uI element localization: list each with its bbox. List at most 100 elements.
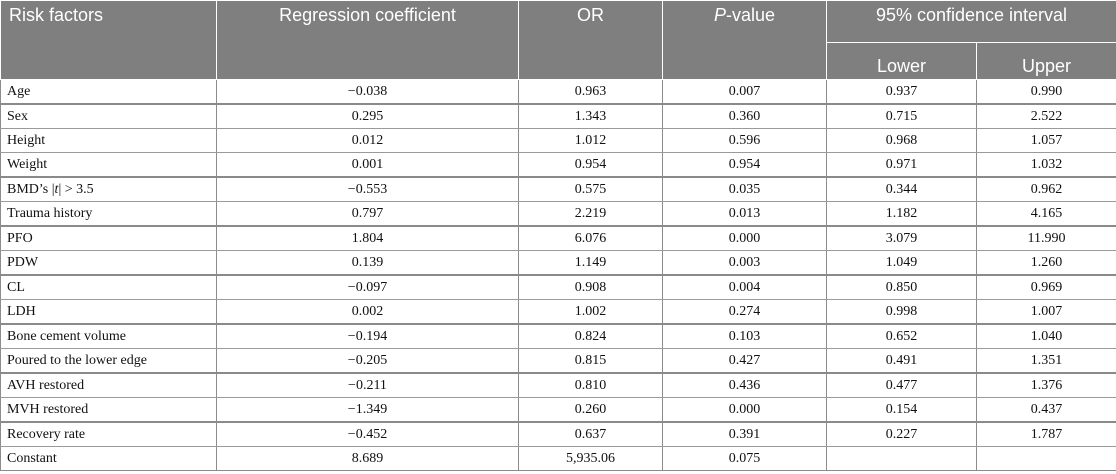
cell-or: 0.908 bbox=[518, 275, 663, 300]
cell-p-value: 0.596 bbox=[662, 128, 827, 153]
cell-ci-lower: 0.154 bbox=[826, 397, 977, 423]
cell-ci-upper: 0.962 bbox=[976, 177, 1116, 202]
cell-ci-upper: 2.522 bbox=[976, 104, 1116, 129]
cell-ci-upper: 1.351 bbox=[976, 348, 1116, 374]
cell-ci-upper: 1.787 bbox=[976, 422, 1116, 447]
cell-ci-lower: 1.182 bbox=[826, 201, 977, 227]
cell-or: 0.810 bbox=[518, 373, 663, 398]
cell-regression-coefficient: 8.689 bbox=[216, 446, 519, 471]
table-body: Age −0.038 0.963 0.007 0.937 0.990 Sex 0.295 1.3… bbox=[0, 79, 1116, 471]
cell-risk-factor: Age bbox=[0, 79, 217, 105]
cell-or: 0.824 bbox=[518, 324, 663, 349]
header-p-letter: P bbox=[713, 5, 726, 25]
table-row: BMD’s |t| > 3.5 −0.553 0.575 0.035 0.344 0.96… bbox=[0, 177, 1116, 202]
cell-ci-lower: 0.715 bbox=[826, 104, 977, 129]
cell-risk-factor: AVH restored bbox=[0, 373, 217, 398]
cell-p-value: 0.035 bbox=[662, 177, 827, 202]
cell-or: 5,935.06 bbox=[518, 446, 663, 471]
header-regression-coefficient: Regression coefficient bbox=[216, 0, 519, 80]
header-upper: Upper bbox=[976, 42, 1116, 80]
cell-p-value: 0.000 bbox=[662, 397, 827, 423]
cell-p-value: 0.427 bbox=[662, 348, 827, 374]
cell-ci-lower: 0.491 bbox=[826, 348, 977, 374]
cell-ci-lower: 0.971 bbox=[826, 152, 977, 178]
cell-ci-lower: 0.937 bbox=[826, 79, 977, 105]
cell-ci-upper: 1.057 bbox=[976, 128, 1116, 153]
table-row: PFO 1.804 6.076 0.000 3.079 11.990 bbox=[0, 226, 1116, 251]
cell-regression-coefficient: −0.452 bbox=[216, 422, 519, 447]
cell-risk-factor: CL bbox=[0, 275, 217, 300]
cell-ci-lower bbox=[826, 446, 977, 471]
cell-ci-lower: 0.998 bbox=[826, 299, 977, 325]
cell-or: 0.575 bbox=[518, 177, 663, 202]
header-or: OR bbox=[518, 0, 663, 80]
cell-regression-coefficient: −0.205 bbox=[216, 348, 519, 374]
table-row: Height 0.012 1.012 0.596 0.968 1.057 bbox=[0, 128, 1116, 153]
cell-p-value: 0.013 bbox=[662, 201, 827, 227]
cell-or: 1.149 bbox=[518, 250, 663, 276]
table-row: AVH restored −0.211 0.810 0.436 0.477 1.376 bbox=[0, 373, 1116, 398]
table-row: Bone cement volume −0.194 0.824 0.103 0.652 1… bbox=[0, 324, 1116, 349]
cell-regression-coefficient: 0.012 bbox=[216, 128, 519, 153]
cell-risk-factor: Height bbox=[0, 128, 217, 153]
header-p-value: P-value bbox=[662, 0, 827, 80]
cell-regression-coefficient: 0.797 bbox=[216, 201, 519, 227]
cell-risk-factor: Sex bbox=[0, 104, 217, 129]
header-confidence-interval: 95% confidence interval bbox=[826, 0, 1116, 43]
cell-ci-upper: 1.376 bbox=[976, 373, 1116, 398]
cell-p-value: 0.007 bbox=[662, 79, 827, 105]
table-row: Sex 0.295 1.343 0.360 0.715 2.522 bbox=[0, 104, 1116, 129]
table-row: Constant 8.689 5,935.06 0.075 bbox=[0, 446, 1116, 471]
cell-risk-factor: Bone cement volume bbox=[0, 324, 217, 349]
cell-risk-factor: Weight bbox=[0, 152, 217, 178]
table-row: LDH 0.002 1.002 0.274 0.998 1.007 bbox=[0, 299, 1116, 325]
cell-ci-upper: 1.040 bbox=[976, 324, 1116, 349]
cell-p-value: 0.075 bbox=[662, 446, 827, 471]
cell-p-value: 0.004 bbox=[662, 275, 827, 300]
cell-or: 1.343 bbox=[518, 104, 663, 129]
table-row: CL −0.097 0.908 0.004 0.850 0.969 bbox=[0, 275, 1116, 300]
cell-regression-coefficient: −0.194 bbox=[216, 324, 519, 349]
cell-ci-upper: 11.990 bbox=[976, 226, 1116, 251]
cell-regression-coefficient: 0.002 bbox=[216, 299, 519, 325]
table-row: PDW 0.139 1.149 0.003 1.049 1.260 bbox=[0, 250, 1116, 276]
cell-risk-factor: PFO bbox=[0, 226, 217, 251]
cell-ci-lower: 0.344 bbox=[826, 177, 977, 202]
cell-or: 0.954 bbox=[518, 152, 663, 178]
cell-or: 1.012 bbox=[518, 128, 663, 153]
cell-p-value: 0.436 bbox=[662, 373, 827, 398]
cell-risk-factor: Constant bbox=[0, 446, 217, 471]
cell-regression-coefficient: −0.038 bbox=[216, 79, 519, 105]
cell-ci-lower: 3.079 bbox=[826, 226, 977, 251]
cell-p-value: 0.003 bbox=[662, 250, 827, 276]
cell-risk-factor: Poured to the lower edge bbox=[0, 348, 217, 374]
cell-risk-factor: Recovery rate bbox=[0, 422, 217, 447]
cell-or: 6.076 bbox=[518, 226, 663, 251]
cell-ci-upper: 4.165 bbox=[976, 201, 1116, 227]
table-row: MVH restored −1.349 0.260 0.000 0.154 0.437 bbox=[0, 397, 1116, 423]
cell-risk-factor: Trauma history bbox=[0, 201, 217, 227]
cell-or: 1.002 bbox=[518, 299, 663, 325]
cell-regression-coefficient: −0.097 bbox=[216, 275, 519, 300]
cell-p-value: 0.103 bbox=[662, 324, 827, 349]
table-row: Recovery rate −0.452 0.637 0.391 0.227 1.787 bbox=[0, 422, 1116, 447]
cell-regression-coefficient: 0.001 bbox=[216, 152, 519, 178]
cell-ci-upper: 0.990 bbox=[976, 79, 1116, 105]
cell-or: 2.219 bbox=[518, 201, 663, 227]
cell-ci-upper: 1.007 bbox=[976, 299, 1116, 325]
cell-risk-factor: PDW bbox=[0, 250, 217, 276]
cell-ci-upper bbox=[976, 446, 1116, 471]
table-row: Trauma history 0.797 2.219 0.013 1.182 4.165 bbox=[0, 201, 1116, 227]
table-row: Age −0.038 0.963 0.007 0.937 0.990 bbox=[0, 79, 1116, 105]
cell-or: 0.963 bbox=[518, 79, 663, 105]
cell-p-value: 0.954 bbox=[662, 152, 827, 178]
cell-risk-factor: LDH bbox=[0, 299, 217, 325]
cell-ci-lower: 0.968 bbox=[826, 128, 977, 153]
cell-or: 0.637 bbox=[518, 422, 663, 447]
cell-p-value: 0.360 bbox=[662, 104, 827, 129]
cell-p-value: 0.274 bbox=[662, 299, 827, 325]
cell-or: 0.260 bbox=[518, 397, 663, 423]
cell-or: 0.815 bbox=[518, 348, 663, 374]
cell-regression-coefficient: −0.553 bbox=[216, 177, 519, 202]
